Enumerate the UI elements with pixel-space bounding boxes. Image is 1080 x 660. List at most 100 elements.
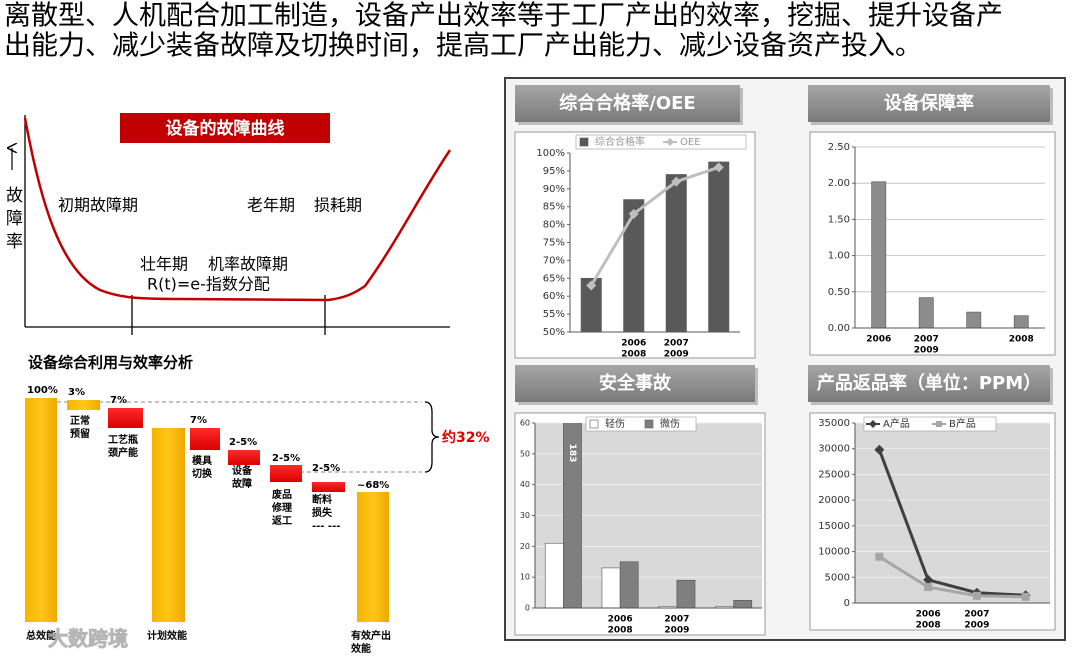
y-tick-label: 65% xyxy=(543,273,565,284)
step-value: 2-5% xyxy=(272,453,300,464)
waterfall-bar xyxy=(357,492,389,622)
header-bar xyxy=(808,85,1050,122)
point xyxy=(713,162,724,173)
step-value: 3% xyxy=(68,387,85,398)
x-tick-label: 2006 xyxy=(866,335,891,345)
bar xyxy=(733,599,753,608)
point xyxy=(924,583,933,592)
headline: 离散型、人机配合加工制造，设备产出效率等于工厂产出的效率，挖掘、提升设备产 出能… xyxy=(4,1,1003,62)
y-tick-label: 1.50 xyxy=(828,214,850,225)
step-label: 切换 xyxy=(192,467,213,480)
bar xyxy=(601,567,621,608)
header-bar xyxy=(515,85,740,122)
line xyxy=(878,555,1026,599)
chart-title: 安全事故 xyxy=(599,372,672,394)
curve-title: 设备的故障曲线 xyxy=(166,118,285,139)
y-tick-label: 2.50 xyxy=(828,142,850,153)
legend-label: 轻伤 xyxy=(605,417,625,430)
step-value: 7% xyxy=(110,395,127,406)
bar xyxy=(1013,315,1029,328)
phase-label: 机率故障期 xyxy=(208,255,288,274)
step-label: 有效产出 xyxy=(351,629,391,642)
step-label: 废品 xyxy=(272,488,292,501)
y-tick-label: 70% xyxy=(543,255,565,266)
bar xyxy=(623,199,645,332)
legend-label: A产品 xyxy=(883,417,910,430)
y-tick-label: 90% xyxy=(543,184,565,195)
step-label: 总效能 xyxy=(26,629,56,642)
x-tick-label: 2008 xyxy=(916,621,941,631)
bar xyxy=(544,542,564,608)
y-tick-label: 60% xyxy=(543,291,565,302)
y-tick-label: 55% xyxy=(543,309,565,320)
y-tick-label: 50% xyxy=(543,327,565,338)
plot-background xyxy=(855,423,1050,603)
legend-label: 微伤 xyxy=(660,417,680,430)
x-tick-label: 2006 xyxy=(608,615,633,625)
legend-swatch xyxy=(579,137,589,147)
x-tick-label: 2006 xyxy=(916,610,941,620)
step-label: 正常 xyxy=(70,414,90,427)
x-tick-label: 2007 xyxy=(664,339,689,349)
step-label: 故障 xyxy=(232,477,252,490)
step-label: 损失 xyxy=(312,506,333,519)
brace-label: 约32% xyxy=(442,429,490,446)
step-label: 颈产能 xyxy=(107,446,138,459)
y-tick-label: 95% xyxy=(543,166,565,177)
failure-curve-line xyxy=(23,117,452,302)
step-value: 2-5% xyxy=(312,463,340,474)
bar xyxy=(619,561,639,608)
legend-label: 综合合格率 xyxy=(595,135,645,148)
y-tick-label: 30000 xyxy=(818,444,850,455)
y-tick-label: 0 xyxy=(525,604,530,613)
waterfall-bar xyxy=(25,398,57,622)
step-label: 预留 xyxy=(70,427,90,440)
charts: 综合合格率/OEE 50% 55% 60% 65% 70% 75% 80% 85% 90% 95% 1… xyxy=(514,85,1056,636)
legend-box xyxy=(863,416,997,432)
y-tick-label: 100% xyxy=(536,148,565,159)
y-tick-label: 40 xyxy=(520,480,530,489)
point xyxy=(874,444,885,455)
y-tick-label: 0.00 xyxy=(828,323,850,334)
x-tick-label: 2007 xyxy=(964,610,989,620)
y-tick-label: 85% xyxy=(543,202,565,213)
waterfall-bar xyxy=(228,450,260,465)
waterfall-bar xyxy=(152,428,185,622)
point xyxy=(671,176,682,187)
step-label: 计划效能 xyxy=(147,629,187,642)
step-value: ~68% xyxy=(357,480,389,491)
x-tick-label: 2009 xyxy=(914,346,939,356)
waterfall-bar xyxy=(108,408,143,428)
x-tick-label: 2008 xyxy=(1009,335,1034,345)
bar xyxy=(665,174,687,332)
formula: R(t)=e-指数分配 xyxy=(147,275,270,294)
x-tick-label: 2009 xyxy=(664,626,689,636)
y-tick-label: 2.00 xyxy=(828,178,850,189)
y-tick-label: 10 xyxy=(520,573,530,582)
legend-swatch xyxy=(644,419,654,429)
waterfall-bar xyxy=(190,428,220,450)
x-tick-label: 2007 xyxy=(914,335,939,345)
waterfall-bar xyxy=(270,465,302,482)
bar xyxy=(708,161,730,332)
chart-title: 产品返品率（单位：PPM） xyxy=(817,372,1041,394)
y-tick-label: 20000 xyxy=(818,495,850,506)
step-label: 效能 xyxy=(351,642,371,655)
bar xyxy=(563,423,582,608)
chart: 产品返品率（单位：PPM） 0 5000 10000 15000 20000 25000 30… xyxy=(808,365,1056,631)
legend-marker xyxy=(869,420,877,428)
value-label: 183 xyxy=(567,444,577,463)
chart-title: 综合合格率/OEE xyxy=(559,92,695,114)
legend-marker xyxy=(936,421,942,427)
step-label: 修理 xyxy=(271,501,292,514)
line xyxy=(877,449,1026,597)
line xyxy=(589,165,720,287)
bar xyxy=(966,311,982,328)
legend-label: OEE xyxy=(680,137,701,148)
step-label: 设备 xyxy=(232,464,253,477)
y-tick-label: 60 xyxy=(520,419,530,428)
chart-title: 设备保障率 xyxy=(884,92,974,114)
phase-label: 老年期 xyxy=(247,196,295,215)
